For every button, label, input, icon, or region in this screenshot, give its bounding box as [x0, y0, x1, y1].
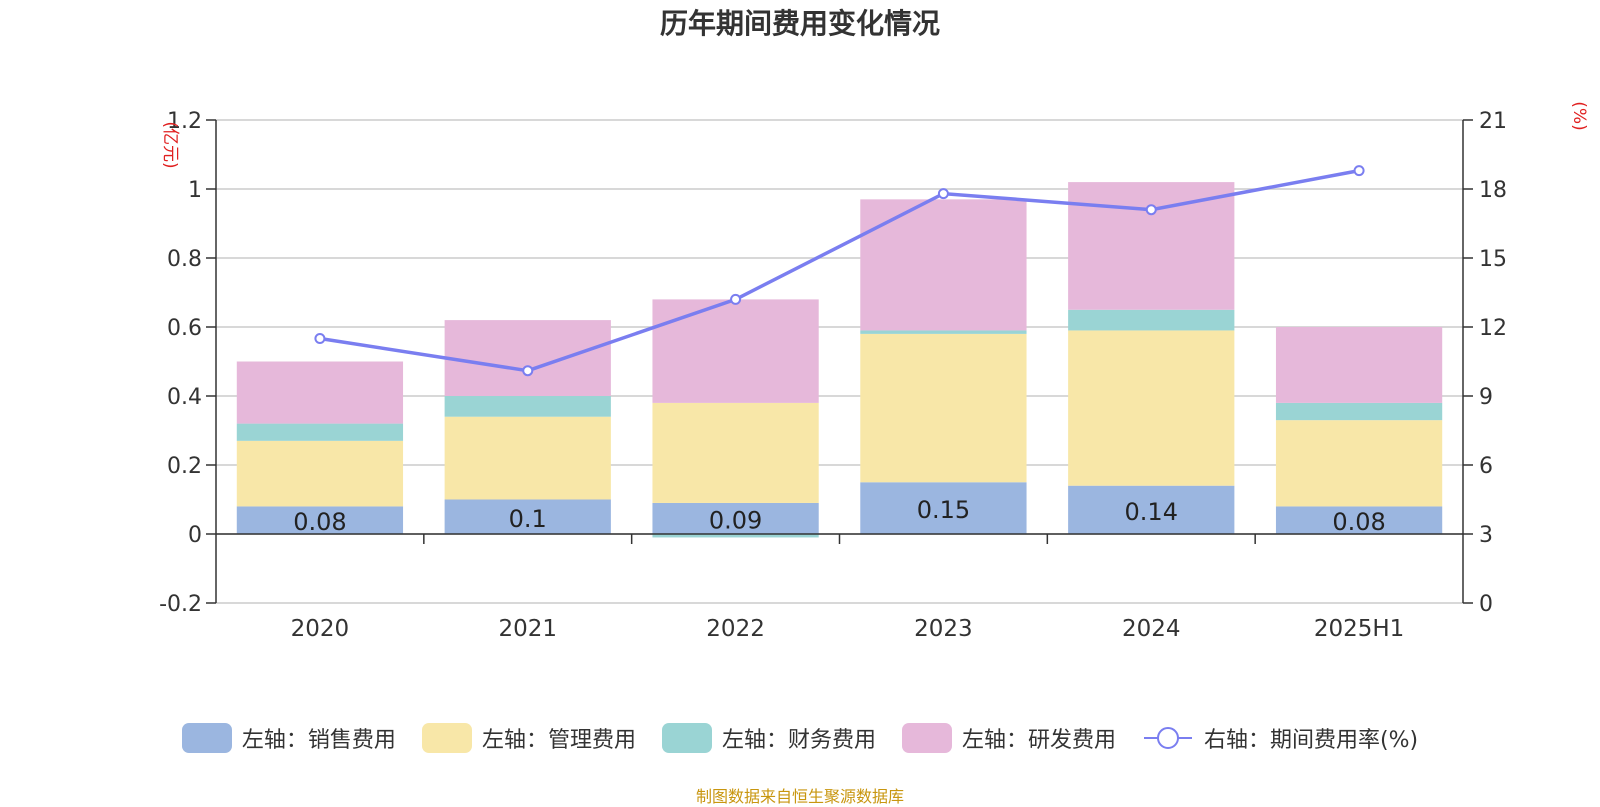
x-tick-label: 2023	[914, 616, 973, 642]
bar-segment-2	[860, 330, 1027, 334]
legend-label-sales: 左轴：销售费用	[241, 728, 396, 753]
bar-segment-3	[236, 361, 404, 424]
bar-data-label: 0.08	[1332, 508, 1385, 536]
bar-segment-1	[860, 333, 1027, 483]
bar-segment-2	[652, 534, 819, 538]
bar-segment-1	[444, 416, 611, 500]
bar-segment-3	[444, 320, 611, 396]
legend-label-expense-rate: 右轴：期间费用率(%)	[1203, 728, 1419, 753]
bar-segment-1	[236, 440, 404, 507]
legend-swatch-management	[421, 723, 472, 753]
expense-rate-line	[319, 168, 1360, 373]
y-left-tick-label: 0.6	[167, 316, 202, 341]
y-left-tick-label: 0.2	[167, 454, 202, 479]
expense-rate-point	[937, 188, 949, 200]
bar-data-label: 0.14	[1125, 498, 1178, 526]
bar-segment-3	[652, 299, 819, 403]
y-left-tick-label: 0.4	[167, 385, 202, 410]
y-right-tick-label: 0	[1479, 592, 1493, 617]
x-tick-label: 2025H1	[1314, 616, 1404, 642]
bar-data-label: 0.15	[917, 496, 970, 524]
legend-item-sales[interactable]: 左轴：销售费用	[181, 722, 396, 754]
y-left-tick-label: 0.8	[167, 247, 202, 272]
chart-legend: 左轴：销售费用 左轴：管理费用 左轴：财务费用 左轴：研发费用 右轴：期间费用率…	[0, 722, 1600, 754]
legend-label-management: 左轴：管理费用	[481, 728, 636, 753]
chart-title: 历年期间费用变化情况	[659, 7, 940, 40]
bar-segment-1	[1068, 330, 1235, 486]
bar-segment-0	[1275, 506, 1443, 534]
bar-segment-0	[1068, 485, 1235, 534]
expense-rate-point	[314, 333, 326, 344]
legend-label-rnd: 左轴：研发费用	[961, 728, 1116, 753]
bar-segment-1	[1275, 420, 1443, 507]
legend-swatch-rnd	[901, 723, 952, 753]
legend-item-management[interactable]: 左轴：管理费用	[421, 722, 636, 754]
bar-segment-1	[652, 402, 819, 503]
y-left-tick-label: 0	[188, 523, 202, 548]
bar-segment-0	[652, 502, 819, 534]
y-right-tick-label: 15	[1479, 247, 1507, 272]
bar-segment-3	[1275, 327, 1443, 403]
legend-swatch-sales	[181, 723, 232, 753]
bar-segment-0	[444, 499, 611, 534]
legend-label-finance: 左轴：财务费用	[721, 728, 876, 753]
x-tick-label: 2022	[706, 616, 765, 642]
x-tick-label: 2024	[1122, 616, 1181, 642]
y-right-tick-label: 6	[1479, 454, 1493, 479]
y-right-tick-label: 18	[1479, 178, 1507, 203]
bar-data-label: 0.09	[709, 506, 762, 534]
bar-segment-2	[444, 396, 611, 417]
bar-data-label: 0.08	[293, 508, 346, 536]
expense-rate-point	[730, 293, 742, 305]
y-right-tick-label: 21	[1479, 109, 1507, 134]
legend-swatch-finance	[661, 723, 712, 753]
expense-rate-point	[522, 365, 534, 377]
source-note: 制图数据来自恒生聚源数据库	[695, 787, 904, 806]
legend-item-finance[interactable]: 左轴：财务费用	[661, 722, 876, 754]
y-right-unit-label: (%)	[1569, 101, 1589, 130]
expense-rate-point	[1353, 165, 1365, 177]
y-right-tick-label: 3	[1479, 523, 1493, 548]
bar-segment-2	[1068, 309, 1235, 331]
y-left-tick-label: 1	[188, 178, 202, 203]
expense-rate-point	[1145, 204, 1157, 216]
x-tick-label: 2021	[498, 616, 557, 642]
bar-segment-3	[1068, 182, 1235, 310]
bar-segment-0	[860, 482, 1027, 534]
bar-segment-2	[236, 423, 404, 441]
legend-item-rnd[interactable]: 左轴：研发费用	[901, 722, 1116, 754]
legend-line-marker-icon	[1143, 727, 1192, 749]
x-tick-label: 2020	[291, 616, 350, 642]
y-left-tick-label: -0.2	[159, 592, 202, 617]
y-left-unit-label: (亿元)	[160, 121, 180, 168]
legend-item-expense-rate[interactable]: 右轴：期间费用率(%)	[1142, 722, 1418, 754]
bar-segment-0	[236, 506, 404, 534]
y-right-tick-label: 9	[1479, 385, 1493, 410]
bar-segment-3	[860, 199, 1027, 331]
y-right-tick-label: 12	[1479, 316, 1507, 341]
bar-data-label: 0.1	[509, 505, 547, 533]
y-left-tick-label: 1.2	[167, 109, 202, 134]
bar-segment-2	[1275, 402, 1443, 421]
